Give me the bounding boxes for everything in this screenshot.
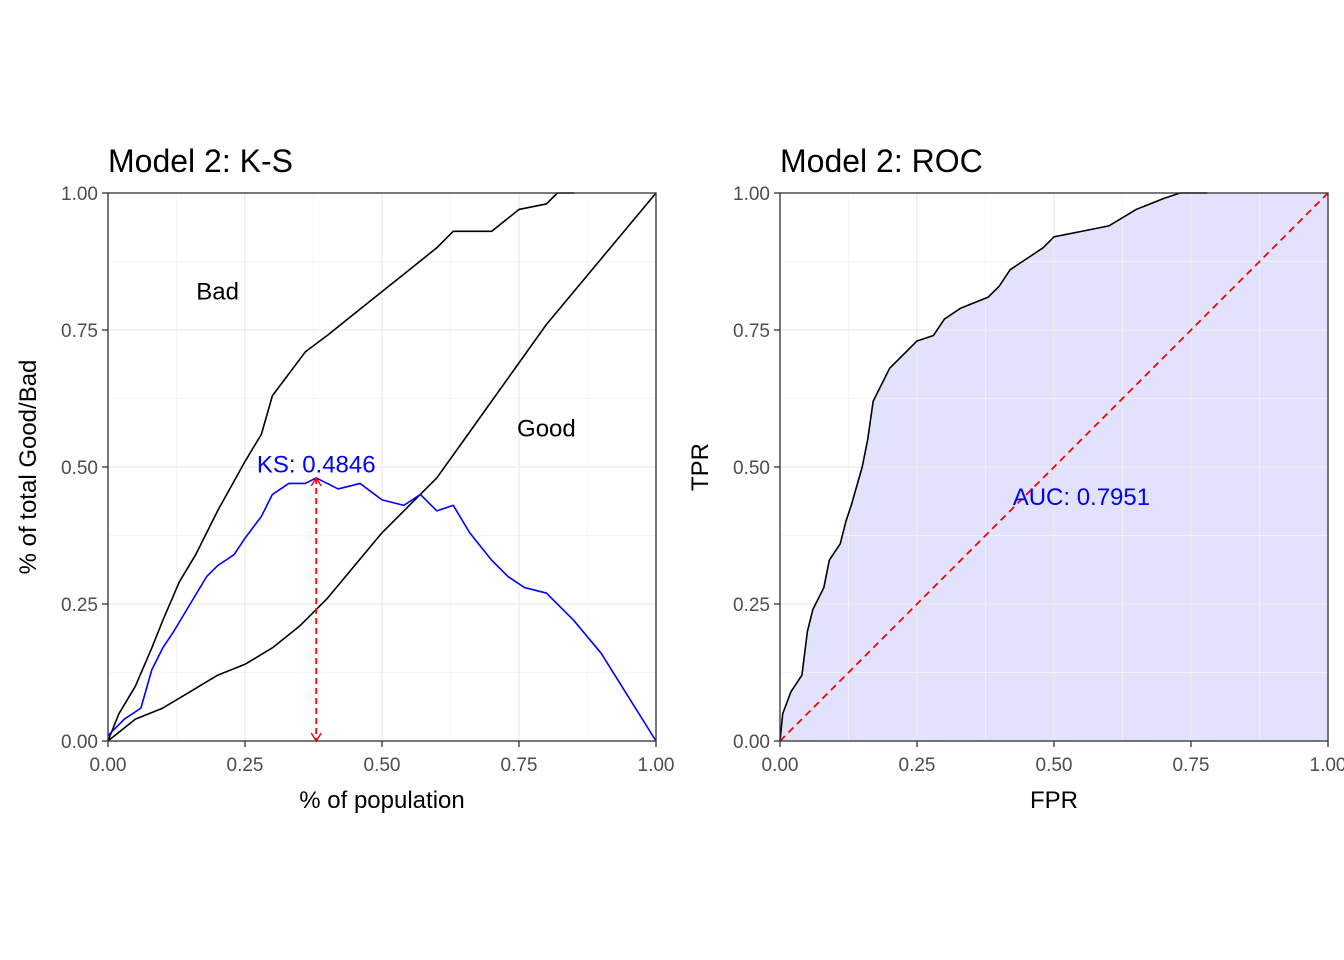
ks-x-tick-label: 0.50 bbox=[364, 755, 401, 776]
ks-plot-area: Bad Good KS: 0.4846 bbox=[107, 192, 657, 743]
roc-y-tick-label: 1.00 bbox=[733, 184, 770, 205]
roc-series-roc bbox=[779, 192, 1208, 742]
roc-y-tick-label: 0.50 bbox=[733, 458, 770, 479]
ks-arrowhead-top bbox=[310, 476, 322, 487]
roc-x-tick-label: 1.00 bbox=[1310, 755, 1344, 776]
roc-axis-ticks: 0.00 0.25 0.50 0.75 1.00 0.00 0.25 0.50 0.75 1.00 bbox=[733, 184, 1344, 776]
ks-x-tick-label: 1.00 bbox=[638, 755, 675, 776]
ks-y-tick-label: 0.25 bbox=[61, 595, 98, 616]
ks-annotation-ks: KS: 0.4846 bbox=[257, 451, 376, 478]
roc-plot-area: AUC: 0.7951 bbox=[779, 192, 1329, 742]
roc-annotation-auc: AUC: 0.7951 bbox=[1013, 484, 1150, 511]
ks-annotation-good: Good bbox=[517, 416, 576, 443]
roc-x-tick-label: 0.75 bbox=[1173, 755, 1210, 776]
ks-series-ks bbox=[107, 477, 657, 742]
roc-y-tick-label: 0.25 bbox=[733, 595, 770, 616]
ks-x-tick-label: 0.25 bbox=[227, 755, 264, 776]
ks-chart-title: Model 2: K-S bbox=[108, 143, 293, 179]
roc-x-axis-label: FPR bbox=[1030, 787, 1078, 814]
ks-y-tick-label: 0.75 bbox=[61, 321, 98, 342]
roc-x-tick-label: 0.25 bbox=[899, 755, 936, 776]
ks-series-good bbox=[107, 192, 657, 742]
ks-y-tick-label: 0.50 bbox=[61, 458, 98, 479]
ks-y-tick-label: 1.00 bbox=[61, 184, 98, 205]
ks-gridlines bbox=[107, 192, 657, 742]
ks-series-bad bbox=[107, 192, 574, 742]
roc-chart: Model 2: ROC AUC: 0.7951 0.00 0.25 0.50 0.7… bbox=[687, 143, 1344, 814]
roc-y-axis-label: TPR bbox=[687, 443, 714, 491]
ks-x-tick-label: 0.00 bbox=[90, 755, 127, 776]
ks-axis-ticks: 0.00 0.25 0.50 0.75 1.00 0.00 0.25 0.50 0.75 1.00 bbox=[61, 184, 674, 776]
roc-x-tick-label: 0.00 bbox=[762, 755, 799, 776]
ks-annotation-bad: Bad bbox=[196, 279, 239, 306]
roc-x-tick-label: 0.50 bbox=[1036, 755, 1073, 776]
roc-y-tick-label: 0.00 bbox=[733, 732, 770, 753]
ks-y-tick-label: 0.00 bbox=[61, 732, 98, 753]
ks-x-axis-label: % of population bbox=[299, 787, 464, 814]
ks-y-axis-label: % of total Good/Bad bbox=[15, 360, 42, 575]
roc-chart-title: Model 2: ROC bbox=[780, 143, 983, 179]
roc-random-diagonal bbox=[779, 192, 1329, 742]
roc-y-tick-label: 0.75 bbox=[733, 321, 770, 342]
ks-x-tick-label: 0.75 bbox=[501, 755, 538, 776]
